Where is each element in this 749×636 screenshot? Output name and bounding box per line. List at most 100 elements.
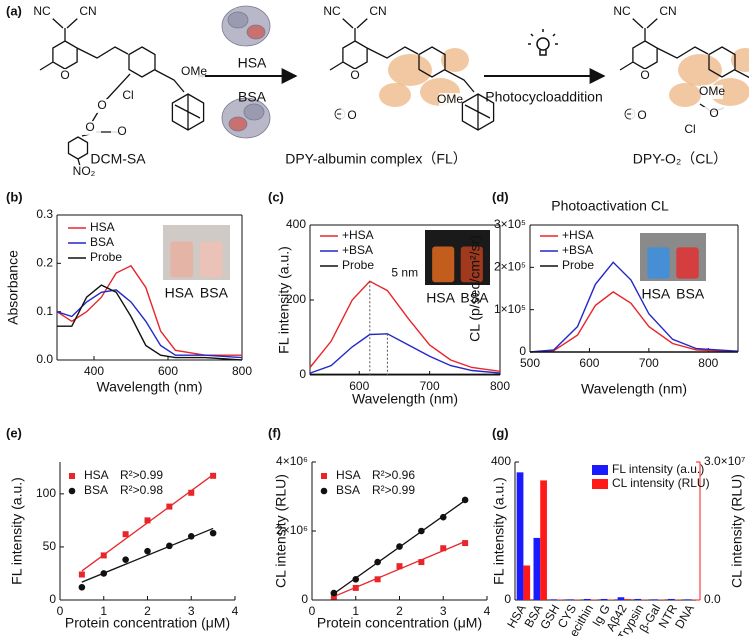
data-point	[78, 571, 85, 578]
data-point	[144, 517, 151, 524]
legend-label: Probe	[562, 258, 594, 272]
x-tick-label: 600	[158, 364, 178, 378]
atom-label: O	[117, 124, 126, 138]
atom-background	[631, 109, 653, 123]
inset-label: HSA	[641, 286, 670, 302]
atom-label: O	[640, 68, 649, 82]
data-point	[166, 503, 173, 510]
spectrum-line	[57, 284, 243, 361]
atom-label: NC	[33, 4, 51, 18]
y-tick-label: 0	[504, 592, 511, 606]
bar	[583, 598, 591, 600]
atom-label: Cl	[122, 88, 133, 102]
atom-label: CN	[659, 4, 676, 18]
protein-icon	[221, 5, 271, 139]
x-tick-label: 1	[100, 604, 107, 618]
data-point	[144, 547, 151, 555]
vial	[647, 247, 670, 279]
x-tick-label: 3	[188, 604, 195, 618]
data-point	[122, 556, 129, 563]
atom-label: OMe	[181, 64, 207, 78]
y-tick-label: 400	[491, 454, 511, 468]
annotation: 5 nm	[391, 265, 418, 279]
legend-marker	[320, 487, 328, 495]
atom-background	[321, 5, 343, 19]
atom-label: OMe	[699, 84, 725, 98]
legend-marker	[68, 487, 76, 495]
atom-label: O	[637, 108, 646, 122]
legend-marker	[321, 473, 327, 479]
legend-label: FL intensity (a.u.)	[612, 462, 704, 476]
legend-label: +BSA	[562, 243, 593, 257]
atom-label: CN	[79, 4, 96, 18]
x-axis-label: Protein concentration (μM)	[65, 615, 230, 631]
x-tick-label: 4	[232, 604, 239, 618]
bar	[624, 599, 632, 600]
reagent-label: HSA	[238, 55, 267, 71]
spectrum-line	[529, 291, 739, 353]
panel-label: (c)	[268, 189, 284, 204]
y-tick-label: 0.1	[36, 304, 53, 318]
y-tick-label: 200	[286, 292, 306, 306]
atom-background	[91, 99, 113, 113]
fit-label: R²>0.99	[372, 483, 415, 497]
y2-tick-label: 0.0	[704, 592, 721, 606]
inset-label: BSA	[676, 286, 705, 302]
y-axis-label: FL intensity (a.u.)	[9, 477, 25, 585]
y-axis-label: FL intensity (a.u.)	[276, 246, 292, 354]
bar	[617, 597, 625, 600]
data-point	[330, 593, 337, 600]
light-icon	[528, 29, 558, 56]
atom-label: O	[85, 120, 94, 134]
albumin-pocket	[678, 54, 722, 86]
data-point	[461, 496, 469, 504]
inset-label: HSA	[426, 290, 455, 306]
atom-background	[634, 69, 656, 83]
bar	[651, 599, 658, 600]
atom-background	[657, 5, 679, 19]
compound-name: DPY-O₂（CL）	[633, 151, 727, 167]
y-tick-label: 1×10⁵	[494, 302, 526, 316]
bar	[634, 598, 642, 600]
y-tick-label: 0	[299, 367, 306, 381]
x-axis-label: Wavelength (nm)	[581, 381, 687, 397]
y-tick-label: 100	[36, 486, 56, 500]
bar	[668, 598, 675, 600]
bar	[567, 599, 574, 600]
x-tick-label: 3	[440, 604, 447, 618]
atom-label: NC	[613, 4, 631, 18]
fit-label: R²>0.98	[120, 483, 163, 497]
data-point	[418, 527, 425, 535]
inset-label: BSA	[200, 285, 229, 301]
legend-label: BSA	[84, 483, 108, 497]
atom-background	[703, 107, 725, 121]
data-point	[396, 563, 403, 570]
vial	[676, 247, 699, 279]
x-tick-label: 800	[490, 379, 510, 393]
y-tick-label: 0	[519, 344, 526, 358]
albumin-pocket	[379, 83, 411, 107]
x-tick-label: 600	[349, 379, 369, 393]
atom-background	[701, 85, 723, 99]
spectrum-line	[529, 261, 739, 353]
x-tick-label: 600	[579, 356, 599, 370]
bar	[540, 480, 547, 600]
atom-background	[183, 65, 205, 79]
atom-label: OMe	[437, 92, 463, 106]
atom-background	[111, 125, 133, 139]
x-tick-label: 800	[232, 364, 252, 378]
legend-swatch	[592, 465, 608, 475]
atom-background	[611, 5, 633, 19]
y2-tick-label: 3.0×10⁷	[704, 454, 745, 468]
vial	[170, 241, 194, 278]
y-tick-label: 4×10⁶	[276, 454, 308, 468]
data-point	[439, 513, 447, 521]
legend-label: +HSA	[342, 228, 374, 242]
data-point	[462, 540, 469, 547]
atom-background	[77, 5, 99, 19]
y-tick-label: 0.2	[36, 256, 53, 270]
x-tick-label: 400	[84, 364, 104, 378]
y-axis-label: CL intensity (RLU)	[273, 474, 289, 588]
y-tick-label: 50	[43, 539, 57, 553]
